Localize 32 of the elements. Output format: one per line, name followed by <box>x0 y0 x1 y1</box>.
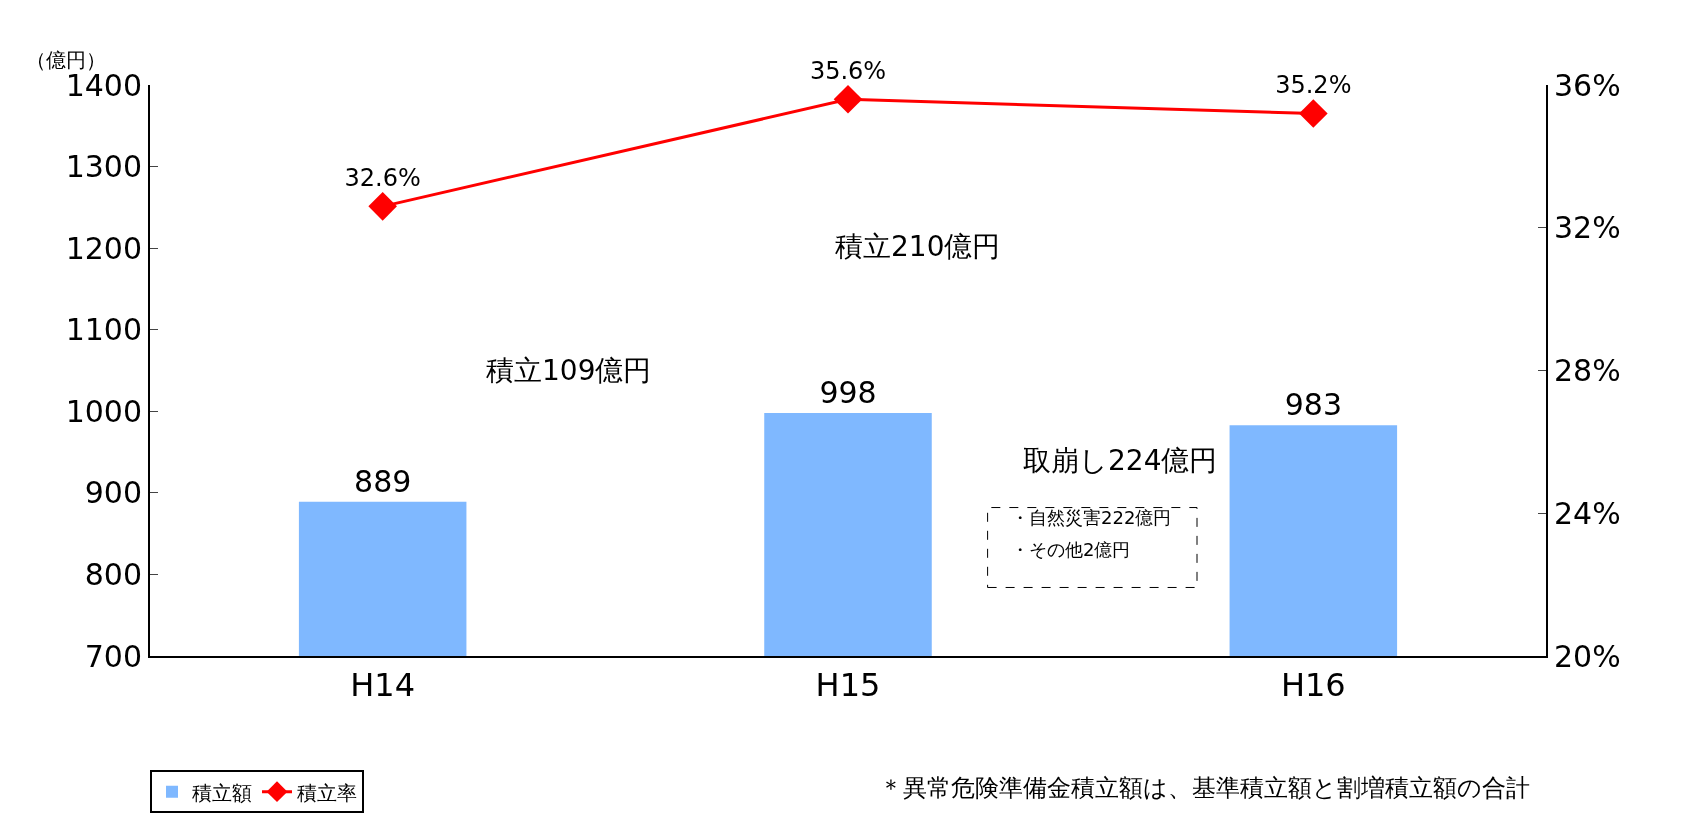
point <box>1299 99 1328 128</box>
y2-tick-label: 32% <box>1554 210 1621 246</box>
y-tick-label: 700 <box>84 638 142 674</box>
data-label: 35.6% <box>809 56 887 85</box>
data-label: 889 <box>354 463 412 499</box>
legend-label: 積立率 <box>297 780 357 805</box>
x-tick-label: H14 <box>350 666 416 705</box>
x-tick-label: H15 <box>815 666 881 705</box>
legend-label: 積立額 <box>192 780 252 805</box>
text: ＊異常危険準備金積立額は、基準積立額と割増積立額の合計 <box>879 774 1530 802</box>
y-tick-label: 1200 <box>65 230 142 266</box>
data-label: 35.2% <box>1275 70 1352 99</box>
y2-tick-label: 24% <box>1554 495 1621 531</box>
point <box>833 84 863 114</box>
data-label: 998 <box>819 374 877 410</box>
annotation: 取崩し224億円 <box>1023 444 1218 477</box>
annotation: 積立109億円 <box>486 354 652 387</box>
annotation: ・その他2億円 <box>1011 539 1131 560</box>
y2-tick-label: 20% <box>1554 638 1621 674</box>
data-label: 983 <box>1284 387 1342 423</box>
y-tick-label: 1300 <box>65 149 142 185</box>
x-tick-label: H16 <box>1280 666 1346 705</box>
point <box>368 192 397 221</box>
annotation: ・自然災害222億円 <box>1011 507 1172 528</box>
annotation: 積立210億円 <box>835 230 1001 263</box>
y-tick-label: 800 <box>84 556 142 592</box>
data-label: 32.6% <box>344 163 421 192</box>
y2-tick-label: 28% <box>1554 353 1621 388</box>
y-tick-label: 1100 <box>65 312 142 348</box>
y-tick-label: 1000 <box>65 393 142 429</box>
y-tick-label: 900 <box>84 475 142 511</box>
y2-tick-label: 36% <box>1554 67 1621 103</box>
